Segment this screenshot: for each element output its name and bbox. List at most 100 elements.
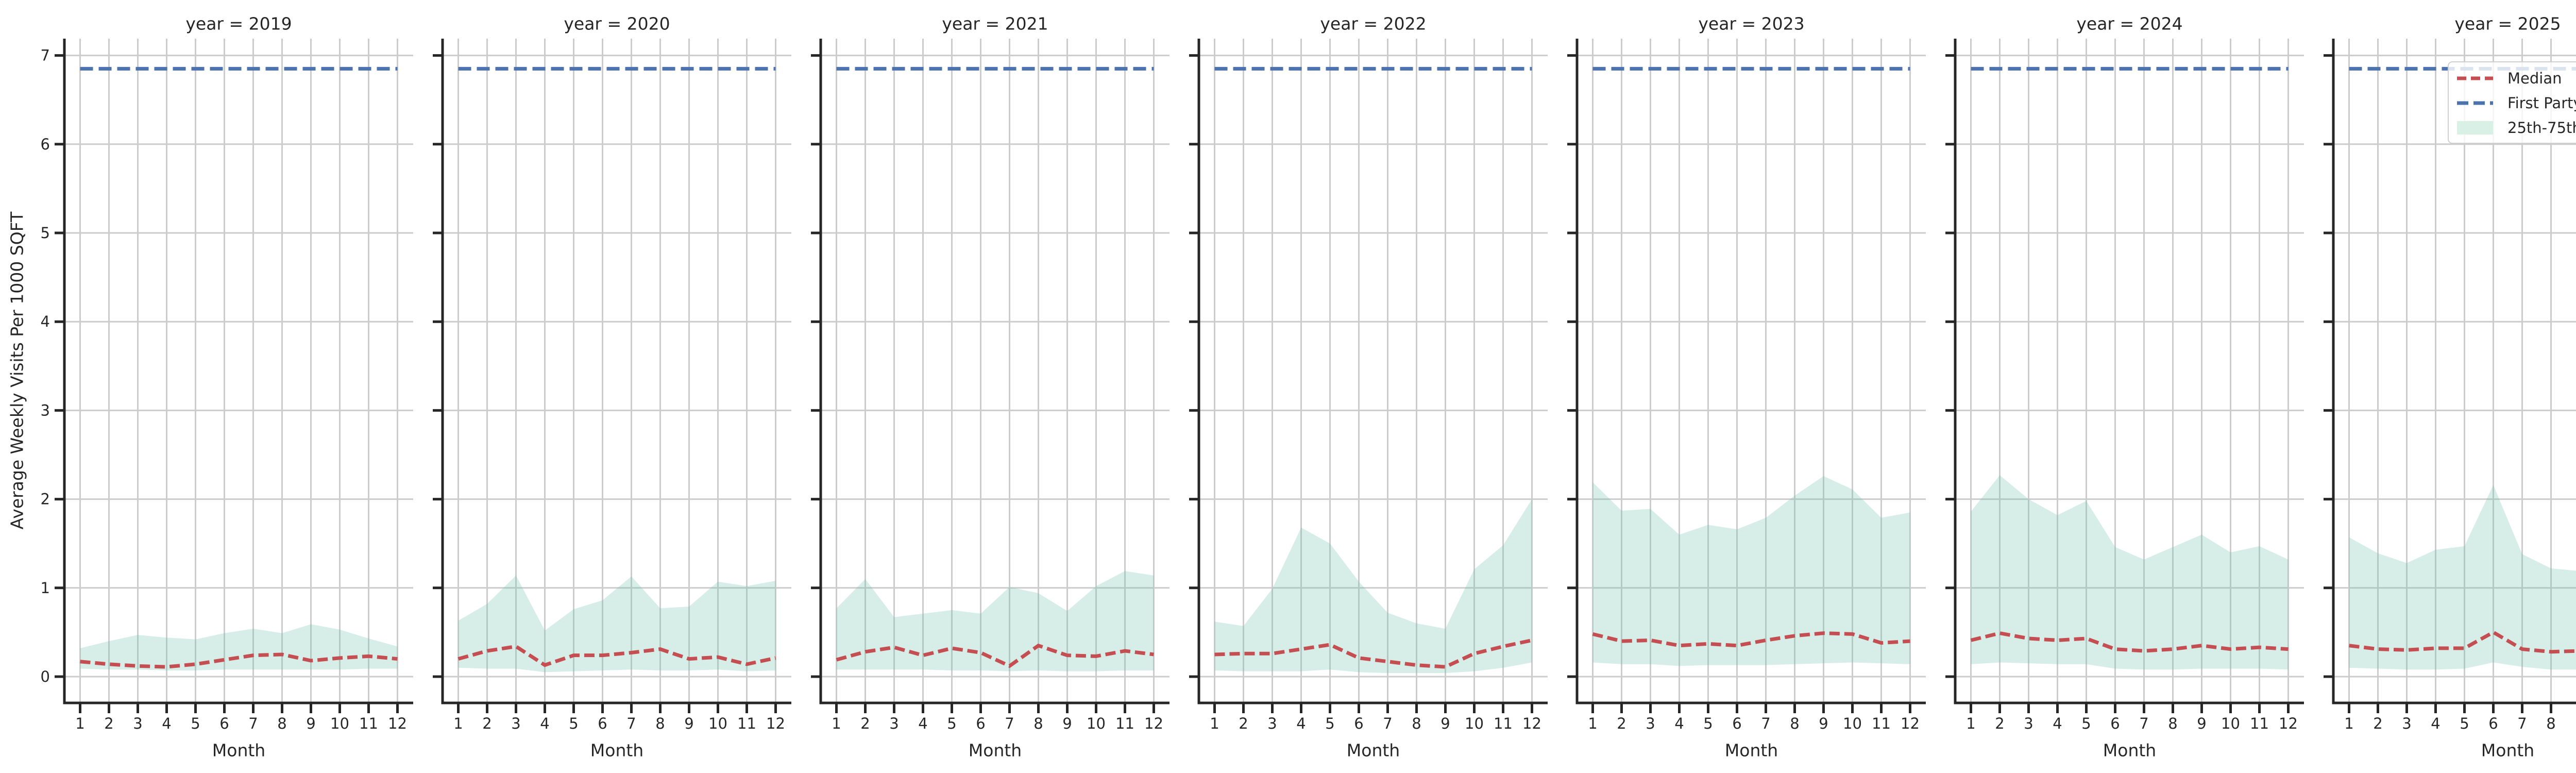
x-tick-label: 4 (2053, 715, 2062, 732)
legend: Median First Party Median 25th-75th Perc… (2448, 61, 2576, 144)
x-tick-label: 2 (860, 715, 870, 732)
median-line (836, 643, 1154, 668)
x-tick-label: 1 (2344, 715, 2353, 732)
x-tick-label: 8 (655, 715, 665, 732)
x-tick-label: 5 (1703, 715, 1713, 732)
percentile-band (2349, 485, 2576, 670)
median-line (1970, 631, 2289, 653)
percentile-band (836, 571, 1154, 671)
x-tick-label: 1 (1210, 715, 1219, 732)
x-axis-label: Month (212, 741, 265, 761)
y-tick-label: 1 (41, 579, 50, 597)
x-axis-label: Month (2103, 741, 2156, 761)
median-line (80, 652, 398, 669)
percentile-band-patch-sample (2457, 121, 2493, 135)
x-tick-label: 3 (133, 715, 142, 732)
x-tick-label: 9 (2575, 715, 2576, 732)
percentile-band (1592, 476, 1910, 666)
x-tick-label: 4 (2431, 715, 2440, 732)
x-tick-label: 8 (277, 715, 286, 732)
y-axis-label: Average Weekly Visits Per 1000 SQFT (7, 211, 27, 530)
median-line-icon (2457, 76, 2493, 80)
x-tick-label: 12 (388, 715, 407, 732)
x-tick-label: 3 (1267, 715, 1277, 732)
facet-title: year = 2021 (942, 14, 1048, 34)
x-tick-label: 3 (2024, 715, 2033, 732)
x-axis-label: Month (969, 741, 1022, 761)
x-tick-label: 7 (1383, 715, 1392, 732)
x-tick-label: 4 (1296, 715, 1306, 732)
y-tick-label: 3 (41, 401, 50, 419)
x-tick-label: 2 (1239, 715, 1248, 732)
facet-title: year = 2019 (185, 14, 292, 34)
x-tick-label: 8 (2546, 715, 2555, 732)
x-tick-label: 11 (359, 715, 378, 732)
y-tick-label: 2 (41, 491, 50, 508)
legend-item-percentile-band: 25th-75th Percentile (2457, 115, 2576, 140)
x-tick-label: 7 (1005, 715, 1014, 732)
x-tick-label: 12 (1522, 715, 1541, 732)
percentile-band (1971, 475, 2289, 670)
x-tick-label: 7 (1761, 715, 1770, 732)
x-tick-label: 9 (1440, 715, 1450, 732)
x-tick-label: 2 (1617, 715, 1626, 732)
x-tick-label: 1 (453, 715, 463, 732)
x-tick-label: 4 (1674, 715, 1684, 732)
x-tick-label: 1 (1588, 715, 1597, 732)
x-tick-label: 2 (482, 715, 492, 732)
x-tick-label: 7 (248, 715, 258, 732)
x-tick-label: 11 (1115, 715, 1134, 732)
y-tick-label: 5 (41, 224, 50, 242)
legend-item-median: Median (2457, 66, 2576, 91)
legend-label-median: Median (2507, 70, 2562, 87)
y-tick-label: 4 (41, 313, 50, 330)
facet-title: year = 2024 (2076, 14, 2182, 34)
x-tick-label: 10 (2221, 715, 2240, 732)
x-tick-label: 10 (330, 715, 349, 732)
x-tick-label: 2 (2373, 715, 2382, 732)
x-tick-label: 11 (737, 715, 756, 732)
x-tick-label: 8 (1790, 715, 1799, 732)
x-tick-label: 5 (2460, 715, 2469, 732)
legend-label-first-party-median: First Party Median (2507, 94, 2576, 112)
percentile-band (458, 575, 776, 673)
x-tick-label: 3 (889, 715, 899, 732)
percentile-band (1214, 499, 1532, 674)
legend-item-first-party-median: First Party Median (2457, 91, 2576, 115)
x-tick-label: 2 (1995, 715, 2004, 732)
x-tick-label: 5 (569, 715, 578, 732)
x-tick-label: 6 (1732, 715, 1741, 732)
x-tick-label: 8 (2168, 715, 2177, 732)
x-tick-label: 3 (2402, 715, 2411, 732)
x-tick-label: 10 (1843, 715, 1862, 732)
x-tick-label: 10 (708, 715, 727, 732)
x-tick-label: 10 (1465, 715, 1484, 732)
x-tick-label: 5 (191, 715, 200, 732)
median-line (2349, 630, 2576, 654)
x-tick-label: 1 (832, 715, 841, 732)
x-tick-label: 9 (684, 715, 693, 732)
x-tick-label: 12 (1901, 715, 1920, 732)
x-tick-label: 9 (306, 715, 315, 732)
facet-title: year = 2020 (564, 14, 670, 34)
x-tick-label: 6 (976, 715, 985, 732)
x-tick-label: 1 (1966, 715, 1975, 732)
x-axis-label: Month (1347, 741, 1400, 761)
median-dashed-line-sample (2457, 76, 2493, 81)
percentile-band-patch-icon (2457, 121, 2493, 135)
x-tick-label: 6 (2110, 715, 2120, 732)
x-tick-label: 9 (1819, 715, 1828, 732)
x-tick-label: 7 (2517, 715, 2527, 732)
x-tick-label: 7 (626, 715, 636, 732)
x-tick-label: 11 (1872, 715, 1891, 732)
x-axis-label: Month (1725, 741, 1778, 761)
x-tick-label: 2 (104, 715, 113, 732)
facet-title: year = 2023 (1698, 14, 1804, 34)
x-tick-label: 12 (2279, 715, 2298, 732)
